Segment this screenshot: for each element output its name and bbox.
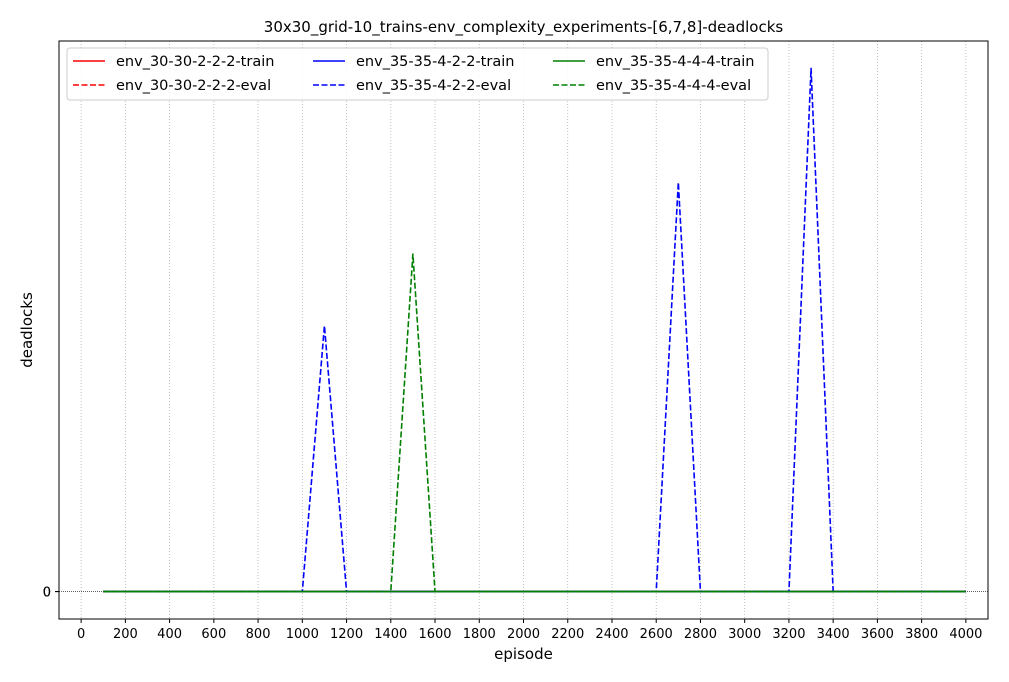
x-tick-label: 3800 bbox=[905, 627, 938, 642]
x-tick-label: 2800 bbox=[684, 627, 717, 642]
x-tick-label: 3600 bbox=[861, 627, 894, 642]
y-axis: 00 bbox=[43, 586, 59, 601]
y-tick-label: 0 bbox=[43, 586, 51, 601]
legend: env_30-30-2-2-2-train env_30-30-2-2-2-eva… bbox=[66, 47, 769, 101]
x-tick-label: 3400 bbox=[817, 627, 850, 642]
x-tick-label: 1800 bbox=[463, 627, 496, 642]
chart-title: 30x30_grid-10_trains-env_complexity_expe… bbox=[264, 18, 784, 37]
x-tick-label: 3000 bbox=[728, 627, 761, 642]
legend-label: env_35-35-4-2-2-eval bbox=[356, 78, 511, 94]
x-axis: 0 200 400 600 800 1000 1200 1400 1600 1800 2000 220… bbox=[77, 619, 982, 642]
legend-label: env_35-35-4-4-4-train bbox=[596, 54, 754, 70]
x-tick-label: 3200 bbox=[772, 627, 805, 642]
legend-label: env_30-30-2-2-2-eval bbox=[116, 78, 271, 94]
x-tick-label: 1200 bbox=[330, 627, 363, 642]
legend-box bbox=[66, 47, 769, 101]
x-tick-label: 2200 bbox=[551, 627, 584, 642]
grid bbox=[59, 41, 988, 619]
x-axis-label: episode bbox=[494, 645, 553, 663]
x-tick-label: 200 bbox=[113, 627, 138, 642]
x-tick-label: 1400 bbox=[374, 627, 407, 642]
x-tick-label: 800 bbox=[246, 627, 271, 642]
legend-label: env_35-35-4-2-2-train bbox=[356, 54, 514, 70]
legend-label: env_35-35-4-4-4-eval bbox=[596, 78, 751, 94]
x-tick-label: 600 bbox=[201, 627, 226, 642]
plot-lines bbox=[103, 67, 966, 593]
series-line-5 bbox=[103, 253, 966, 593]
x-tick-label: 2600 bbox=[640, 627, 673, 642]
y-axis-label: deadlocks bbox=[18, 292, 36, 368]
x-tick-label: 0 bbox=[77, 627, 85, 642]
series-line-3 bbox=[103, 67, 966, 593]
y-tick-label: 0 bbox=[43, 586, 51, 601]
x-tick-label: 1600 bbox=[418, 627, 451, 642]
x-tick-label: 2000 bbox=[507, 627, 540, 642]
x-tick-label: 400 bbox=[157, 627, 182, 642]
legend-label: env_30-30-2-2-2-train bbox=[116, 54, 274, 70]
x-tick-label: 2400 bbox=[595, 627, 628, 642]
x-tick-label: 1000 bbox=[286, 627, 319, 642]
x-tick-label: 4000 bbox=[949, 627, 982, 642]
